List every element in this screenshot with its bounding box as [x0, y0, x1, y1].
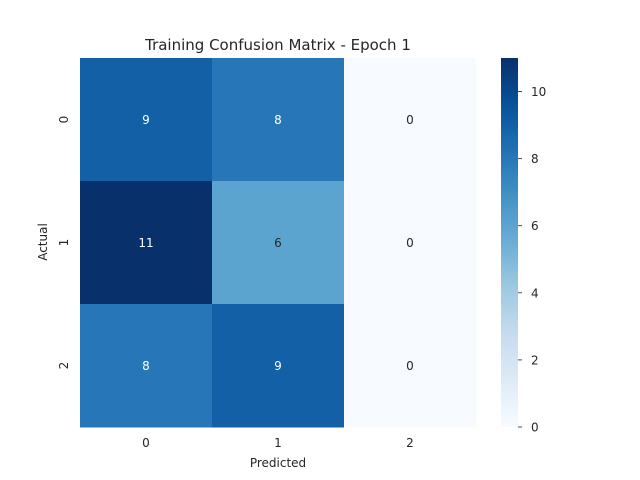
x-axis-label: Predicted	[250, 456, 306, 470]
heatmap-cell	[212, 181, 345, 305]
x-tick-label: 1	[274, 436, 282, 450]
cell-value-label: 0	[406, 113, 414, 127]
heatmap-cell	[212, 58, 345, 182]
colorbar	[501, 58, 518, 427]
heatmap-cell	[344, 181, 477, 305]
heatmap-cell	[80, 181, 213, 305]
cell-value-label: 8	[142, 359, 150, 373]
heatmap-cell	[344, 58, 477, 182]
cell-value-label: 6	[274, 236, 282, 250]
colorbar-tick-label: 8	[531, 152, 539, 166]
chart-title: Training Confusion Matrix - Epoch 1	[144, 36, 411, 54]
colorbar-tick-label: 10	[531, 85, 546, 99]
y-tick-label: 2	[57, 362, 71, 370]
heatmap-cell	[344, 304, 477, 428]
colorbar-ticks: 0 2 4 6 8 10	[518, 85, 546, 435]
heatmap-cell	[212, 304, 345, 428]
colorbar-tick-label: 2	[531, 353, 539, 367]
y-axis-label: Actual	[36, 223, 50, 261]
cell-value-label: 11	[138, 236, 153, 250]
x-tick-label: 0	[142, 436, 150, 450]
cell-value-label: 8	[274, 113, 282, 127]
y-tick-label: 0	[57, 116, 71, 124]
cell-value-label: 9	[274, 359, 282, 373]
cell-value-label: 0	[406, 359, 414, 373]
heatmap-cell	[80, 58, 213, 182]
colorbar-tick-label: 6	[531, 219, 539, 233]
cell-value-label: 9	[142, 113, 150, 127]
heatmap-grid: 9 8 0 11 6 0 8 9 0	[80, 58, 477, 428]
colorbar-tick-label: 4	[531, 286, 539, 300]
x-tick-label: 2	[406, 436, 414, 450]
heatmap-cell	[80, 304, 213, 428]
y-tick-labels: 0 1 2	[57, 116, 71, 370]
y-tick-label: 1	[57, 239, 71, 247]
colorbar-tick-label: 0	[531, 421, 539, 435]
cell-value-label: 0	[406, 236, 414, 250]
x-tick-labels: 0 1 2	[142, 436, 414, 450]
